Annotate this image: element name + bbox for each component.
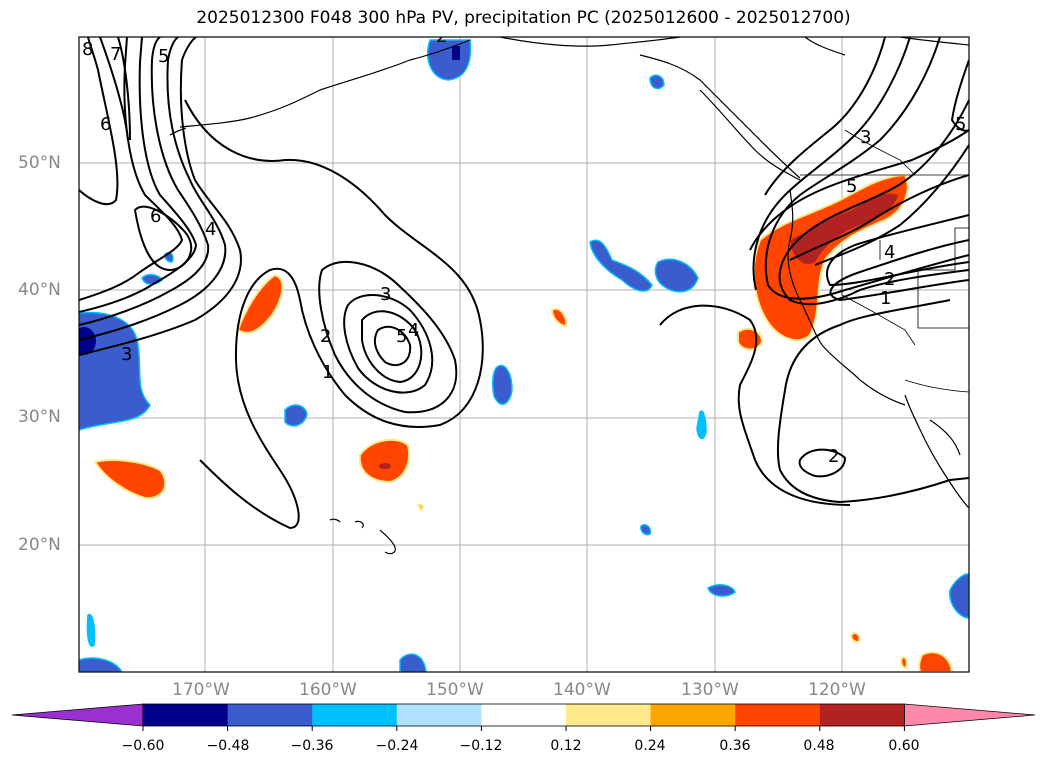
contour-label: 3 — [121, 344, 132, 365]
colorbar-tick-label: 0.60 — [888, 738, 920, 754]
colorbar-tick-label: 0.12 — [550, 738, 582, 754]
contour-label: 8 — [82, 39, 93, 60]
colorbar-segment — [819, 704, 905, 726]
colorbar-tick-label: 0.48 — [803, 738, 835, 754]
colorbar-tick-label: −0.24 — [375, 738, 419, 754]
contour-label: 7 — [110, 44, 121, 65]
lon-label: 170°W — [172, 680, 230, 700]
lon-label: 160°W — [299, 680, 357, 700]
contour-label: 2 — [320, 326, 331, 347]
colorbar — [11, 703, 1036, 731]
colorbar-segment — [566, 704, 652, 726]
gridlines — [79, 37, 969, 672]
lat-label: 30°N — [18, 407, 61, 427]
colorbar-segment — [227, 704, 313, 726]
contour-label: 5 — [396, 326, 407, 347]
contour-label: 5 — [955, 114, 966, 135]
contour-label: 4 — [884, 242, 895, 263]
colorbar-segment — [735, 704, 821, 726]
colorbar-tick-label: −0.48 — [206, 738, 250, 754]
contour-label: 3 — [860, 127, 871, 148]
contour-label: 3 — [380, 284, 391, 305]
contour-label: 4 — [408, 320, 419, 341]
lon-label: 140°W — [553, 680, 611, 700]
positive-anomaly-fills — [93, 173, 954, 672]
colorbar-extend-max — [904, 703, 1036, 727]
contour-label: 5 — [846, 176, 857, 197]
contour-label: 1 — [880, 288, 891, 309]
lat-label: 40°N — [18, 280, 61, 300]
colorbar-tick-label: 0.24 — [634, 738, 666, 754]
colorbar-tick-label: −0.60 — [121, 738, 165, 754]
lon-label: 130°W — [681, 680, 739, 700]
colorbar-segment — [396, 704, 482, 726]
contour-label: 2 — [436, 26, 447, 47]
colorbar-segment — [481, 704, 567, 726]
contour-label: 4 — [205, 219, 216, 240]
map-frame — [78, 36, 970, 673]
lon-label: 120°W — [808, 680, 866, 700]
contour-label: 1 — [322, 362, 333, 383]
lon-label: 150°W — [426, 680, 484, 700]
lat-label: 50°N — [18, 153, 61, 173]
pv-contours — [79, 37, 969, 530]
colorbar-extend-min — [11, 703, 144, 727]
borders — [800, 129, 969, 393]
contour-label: 6 — [150, 206, 161, 227]
negative-anomaly-fills — [79, 39, 969, 672]
colorbar-segment — [650, 704, 736, 726]
colorbar-tick-label: −0.36 — [290, 738, 334, 754]
contour-label: 2 — [828, 446, 839, 467]
colorbar-segment — [312, 704, 398, 726]
colorbar-frame — [142, 703, 905, 727]
contour-label: 2 — [884, 269, 895, 290]
contour-label: 5 — [158, 46, 169, 67]
coastlines — [169, 37, 969, 555]
contour-label: 6 — [100, 114, 111, 135]
map-title: 2025012300 F048 300 hPa PV, precipitatio… — [196, 8, 851, 28]
colorbar-tick-label: −0.12 — [459, 738, 503, 754]
lat-label: 20°N — [18, 535, 61, 555]
colorbar-tick-label: 0.36 — [719, 738, 751, 754]
contour-label-group: 8 7 5 6 6 4 3 2 1 3 5 4 3 5 4 2 1 2 5 2 — [82, 26, 966, 467]
colorbar-segment — [143, 704, 229, 726]
